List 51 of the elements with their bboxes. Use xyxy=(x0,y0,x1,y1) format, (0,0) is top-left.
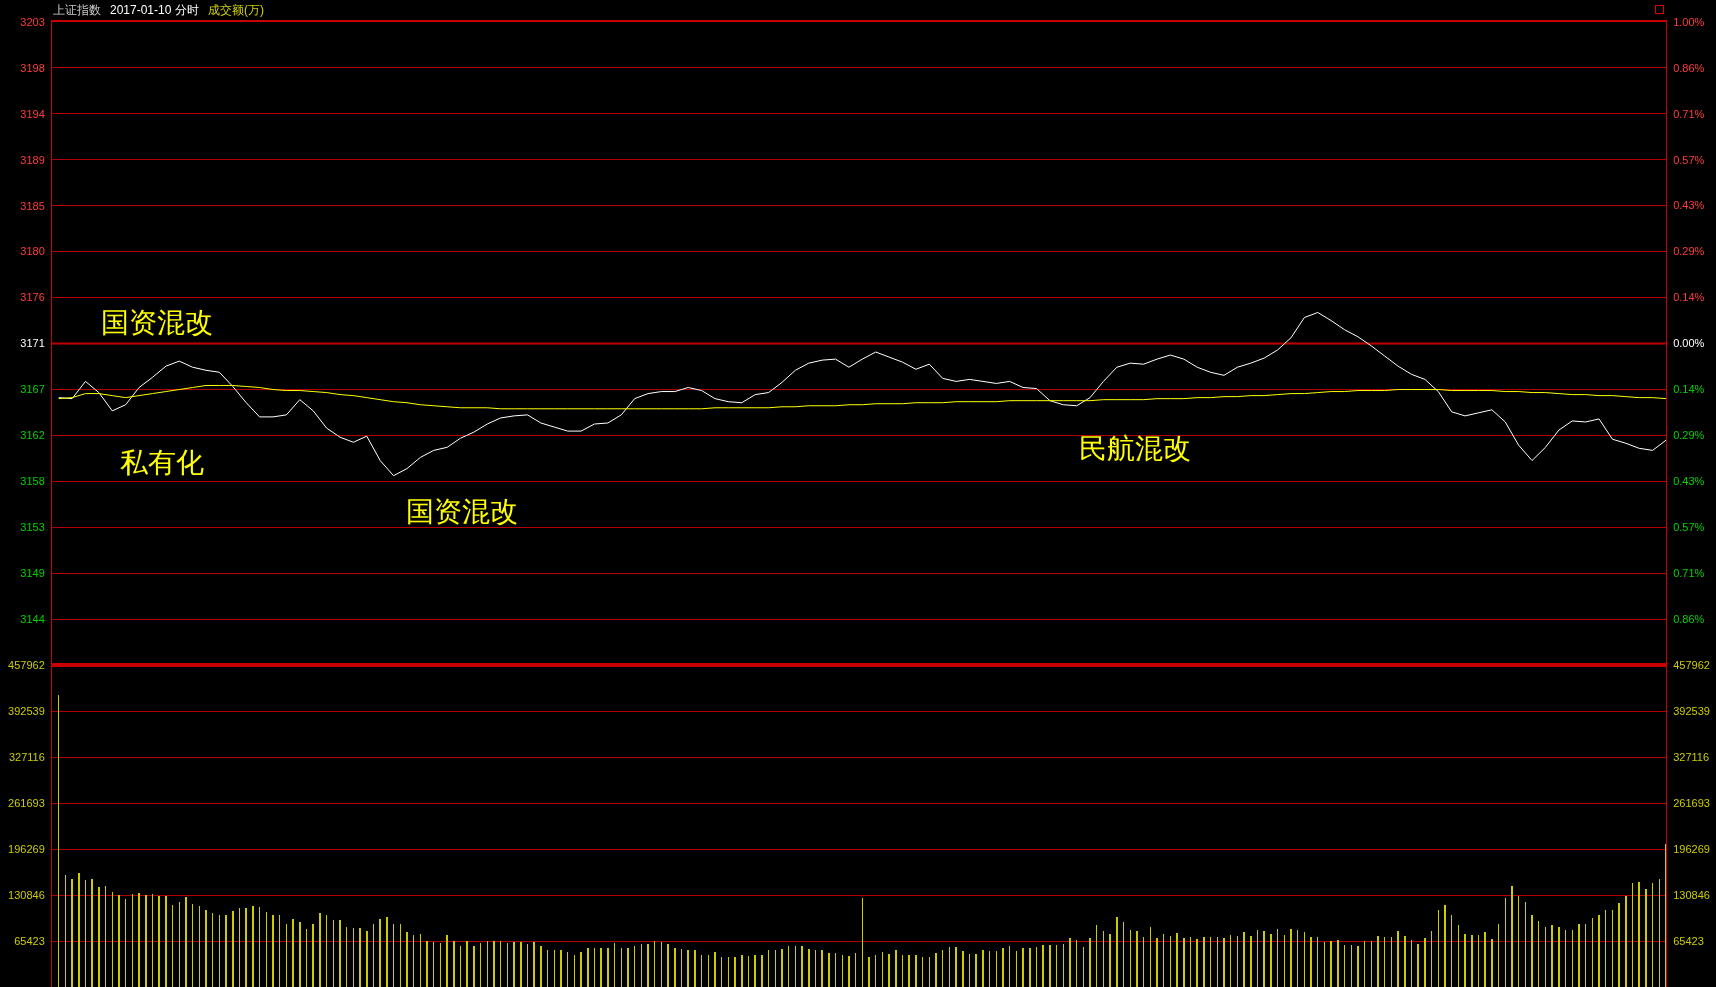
y-tick-label: 196269 xyxy=(8,842,45,855)
y2-tick-label: 0.29% xyxy=(1673,429,1705,442)
chart-subtitle: 2017-01-10 分时 xyxy=(110,3,199,17)
y-tick-label: 3171 xyxy=(20,337,45,350)
y-tick-label: 3194 xyxy=(20,107,45,120)
y-tick-label: 3144 xyxy=(20,612,45,625)
y-tick-label: 3185 xyxy=(20,199,45,212)
y-tick-label: 3180 xyxy=(20,245,45,258)
y-tick-label: 3167 xyxy=(20,383,45,396)
y2-tick-label: 261693 xyxy=(1673,796,1710,809)
y-tick-label: 65423 xyxy=(14,934,45,947)
y-tick-label: 3158 xyxy=(20,475,45,488)
y2-tick-label: 0.57% xyxy=(1673,520,1705,533)
y2-tick-label: 0.86% xyxy=(1673,61,1705,74)
annotation: 民航混改 xyxy=(1079,432,1191,465)
y2-tick-label: 0.86% xyxy=(1673,612,1705,625)
y2-tick-label: 0.14% xyxy=(1673,383,1705,396)
y2-tick-label: 457962 xyxy=(1673,658,1710,671)
y2-tick-label: 1.00% xyxy=(1673,15,1705,28)
y-tick-label: 3203 xyxy=(20,15,45,28)
y2-tick-label: 0.43% xyxy=(1673,475,1705,488)
y-tick-label: 3153 xyxy=(20,521,45,534)
y2-tick-label: 327116 xyxy=(1673,750,1710,763)
y2-tick-label: 0.14% xyxy=(1673,291,1705,304)
y-tick-label: 130846 xyxy=(8,888,45,901)
y-tick-label: 457962 xyxy=(8,658,45,671)
y2-tick-label: 0.29% xyxy=(1673,245,1705,258)
line-series xyxy=(58,311,1666,477)
y-tick-label: 261693 xyxy=(8,796,45,809)
y-tick-label: 392539 xyxy=(8,704,45,717)
annotation: 国资混改 xyxy=(406,495,518,528)
y2-tick-label: 65423 xyxy=(1673,934,1704,947)
line-series xyxy=(58,384,1666,410)
y2-tick-label: 130846 xyxy=(1673,888,1710,901)
y-tick-label: 3189 xyxy=(20,153,45,166)
y-tick-label: 3176 xyxy=(20,291,45,304)
text: 成交额(万) xyxy=(208,3,264,17)
y2-tick-label: 0.71% xyxy=(1673,566,1705,579)
y-tick-label: 3149 xyxy=(20,566,45,579)
chart-title: 上证指数 xyxy=(53,3,101,17)
y-tick-label: 327116 xyxy=(8,750,45,763)
y2-tick-label: 0.57% xyxy=(1673,153,1705,166)
y2-tick-label: 0.00% xyxy=(1673,337,1705,350)
y2-tick-label: 0.71% xyxy=(1673,107,1705,120)
y-tick-label: 3162 xyxy=(20,429,45,442)
annotation: 私有化 xyxy=(120,446,204,479)
y2-tick-label: 0.43% xyxy=(1673,199,1705,212)
annotation: 国资混改 xyxy=(101,306,213,339)
y2-tick-label: 392539 xyxy=(1673,704,1710,717)
y2-tick-label: 196269 xyxy=(1673,842,1710,855)
y-tick-label: 3198 xyxy=(20,61,45,74)
